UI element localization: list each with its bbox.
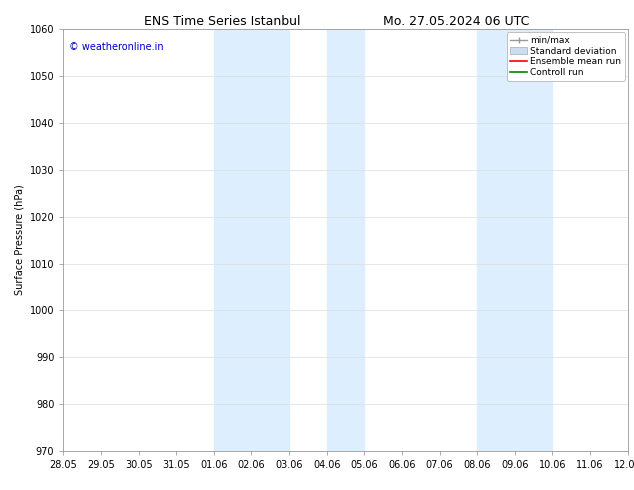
Text: ENS Time Series Istanbul: ENS Time Series Istanbul (144, 15, 300, 28)
Text: © weatheronline.in: © weatheronline.in (69, 42, 164, 52)
Bar (214, 29, 289, 451)
Bar (327, 29, 365, 451)
Legend: min/max, Standard deviation, Ensemble mean run, Controll run: min/max, Standard deviation, Ensemble me… (507, 32, 625, 81)
Text: Mo. 27.05.2024 06 UTC: Mo. 27.05.2024 06 UTC (384, 15, 529, 28)
Y-axis label: Surface Pressure (hPa): Surface Pressure (hPa) (14, 185, 24, 295)
Bar (477, 29, 552, 451)
